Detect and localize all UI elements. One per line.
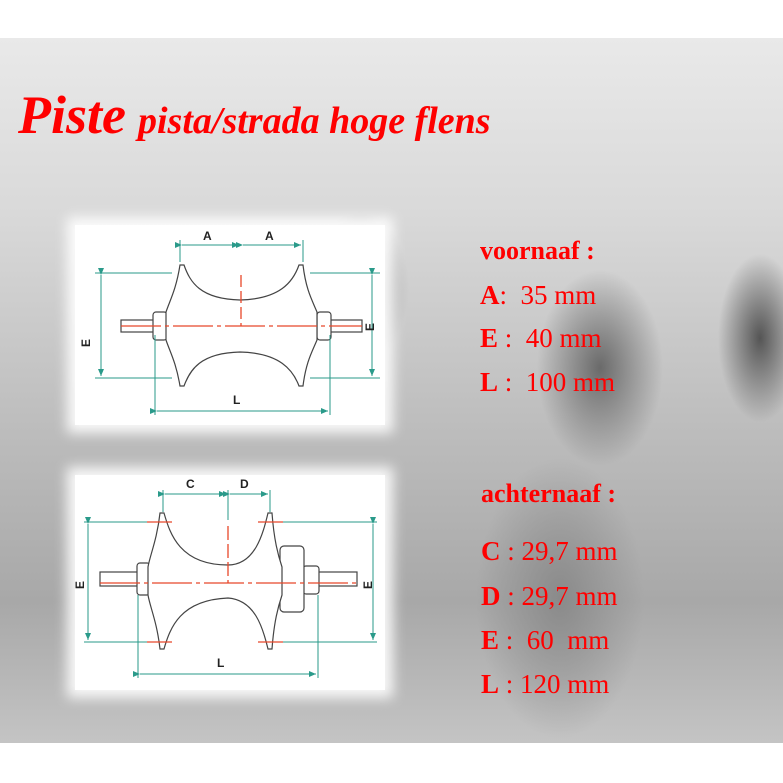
spec-value: : 100 mm [498, 367, 616, 397]
rear-label-e-right: E [361, 580, 376, 590]
rear-label-l: L [217, 656, 225, 670]
spec-letter: D [481, 581, 501, 611]
front-spec-l: L : 100 mm [480, 367, 615, 398]
spec-value: : 29,7 mm [500, 536, 618, 566]
front-label-l: L [233, 393, 241, 407]
rear-spec-l: L : 120 mm [481, 669, 609, 700]
spec-value: : 29,7 mm [500, 581, 618, 611]
spec-value: : 60 mm [499, 625, 610, 655]
rear-spec-e: E : 60 mm [481, 625, 609, 656]
spec-letter: E [481, 625, 500, 655]
spec-letter: A [480, 280, 500, 310]
front-label-e-right: E [363, 322, 378, 332]
spec-letter: E [480, 323, 499, 353]
front-label-e-left: E [79, 338, 94, 348]
spec-value: : 35 mm [499, 280, 597, 310]
spec-letter: L [481, 669, 500, 699]
front-label-a-left: A [203, 229, 212, 243]
front-label-a-right: A [265, 229, 274, 243]
rear-label-c: C [186, 477, 195, 491]
spec-value: : 40 mm [498, 323, 602, 353]
rear-label-e-left: E [73, 580, 88, 590]
rear-hub-diagram [75, 475, 385, 690]
title-main: Piste [18, 85, 126, 145]
front-hub-diagram [75, 225, 385, 425]
front-hub-heading: voornaaf : [480, 236, 595, 265]
page-title: Piste pista/strada hoge flens [18, 84, 491, 146]
rear-spec-c: C : 29,7 mm [481, 536, 618, 567]
title-sub: pista/strada hoge flens [137, 100, 491, 142]
spec-letter: C [481, 536, 501, 566]
front-spec-a: A: 35 mm [480, 280, 596, 311]
rear-hub-heading: achternaaf : [481, 479, 617, 508]
spec-value: : 120 mm [499, 669, 610, 699]
spec-letter: L [480, 367, 499, 397]
rear-label-d: D [240, 477, 249, 491]
rear-spec-d: D : 29,7 mm [481, 581, 618, 612]
front-spec-e: E : 40 mm [480, 323, 602, 354]
